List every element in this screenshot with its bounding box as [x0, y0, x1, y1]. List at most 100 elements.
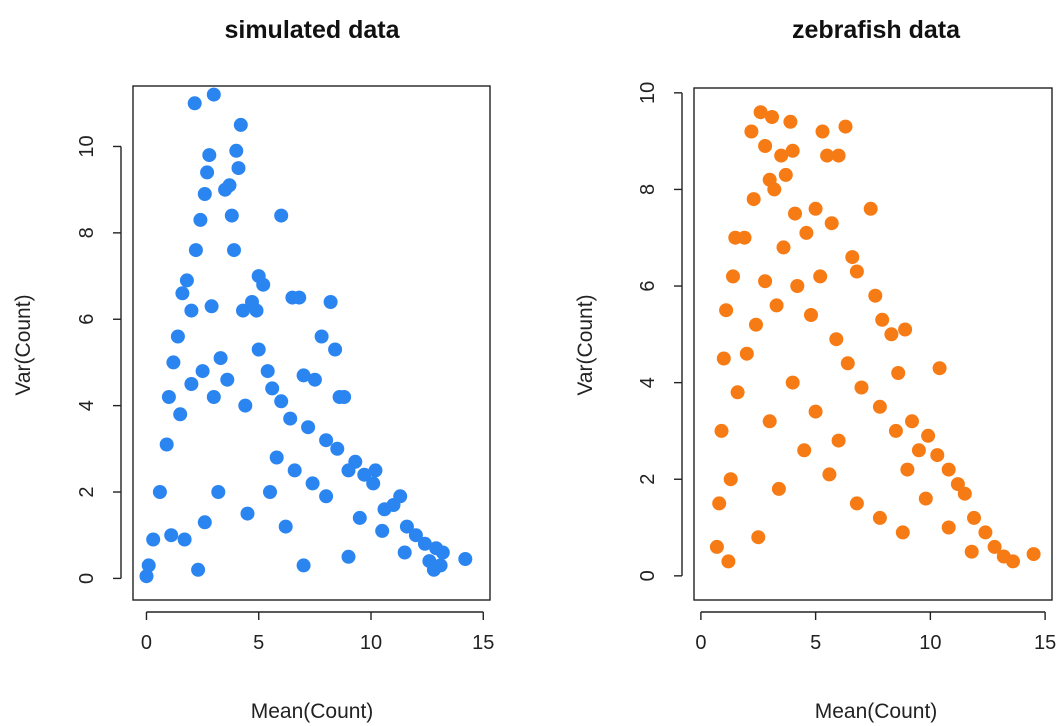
data-point [274, 394, 289, 409]
data-point [721, 554, 736, 569]
data-point [224, 208, 239, 223]
data-point [240, 506, 255, 521]
data-point [231, 161, 246, 176]
data-point [274, 208, 289, 223]
data-point [785, 143, 800, 158]
data-point [200, 165, 215, 180]
data-point [788, 206, 802, 221]
data-point [898, 322, 913, 337]
data-point [783, 114, 798, 129]
data-point [895, 525, 910, 540]
y-tick-label: 6 [76, 314, 98, 325]
data-point [305, 476, 320, 491]
data-point [1006, 554, 1020, 569]
data-point [712, 496, 727, 511]
data-point [868, 288, 883, 303]
data-point [737, 230, 752, 245]
y-tick-label: 2 [637, 474, 659, 485]
y-axis-label: Var(Count) [574, 294, 597, 395]
data-point [797, 443, 812, 458]
data-point [159, 437, 174, 452]
data-point [166, 355, 181, 370]
data-point [753, 105, 768, 120]
data-point [236, 303, 250, 318]
data-point [397, 545, 412, 560]
data-point [778, 167, 793, 182]
data-point [263, 485, 277, 499]
data-point [905, 414, 919, 429]
data-point [829, 332, 844, 347]
data-point [152, 485, 167, 499]
data-point [831, 148, 846, 163]
data-point [739, 346, 754, 361]
data-point [278, 519, 293, 534]
data-point [849, 264, 864, 279]
data-point [146, 532, 161, 547]
data-point [872, 399, 887, 414]
data-point [206, 390, 221, 404]
data-point [251, 342, 266, 357]
y-tick-label: 4 [76, 400, 98, 411]
y-tick-label: 0 [637, 570, 659, 581]
data-point [393, 489, 408, 504]
data-point [804, 308, 818, 322]
data-point [256, 277, 271, 292]
y-tick-label: 4 [637, 377, 659, 388]
chart-title: simulated data [224, 16, 400, 44]
data-point [840, 356, 855, 371]
data-point [368, 463, 383, 478]
data-point [173, 407, 188, 422]
data-point [744, 124, 759, 139]
data-point [726, 269, 740, 284]
data-point [884, 327, 899, 342]
data-point [417, 536, 432, 551]
data-point [776, 240, 791, 255]
data-point [854, 380, 869, 395]
data-point [260, 364, 275, 379]
data-point [845, 250, 860, 265]
data-point [813, 269, 828, 284]
data-point [957, 486, 972, 501]
data-point [838, 119, 853, 134]
data-point [921, 428, 936, 443]
plot-frame [693, 87, 1053, 601]
data-point [769, 298, 784, 313]
data-point [758, 139, 773, 153]
data-point [749, 317, 763, 332]
y-tick-label: 2 [76, 486, 98, 497]
data-point [177, 532, 192, 547]
data-point [426, 562, 441, 577]
data-point [808, 201, 823, 216]
data-point [1026, 547, 1041, 562]
data-point [771, 481, 786, 496]
data-point [987, 539, 1002, 554]
x-axis-label: Mean(Count) [815, 700, 938, 723]
data-point [774, 148, 789, 163]
data-point [139, 569, 154, 584]
data-point [709, 539, 724, 554]
data-point [375, 523, 390, 538]
data-point [197, 187, 212, 201]
y-tick-label: 6 [637, 280, 659, 291]
data-point [808, 404, 823, 419]
data-point [175, 286, 190, 301]
data-point [195, 364, 210, 379]
data-point [366, 476, 381, 491]
data-point [287, 463, 302, 478]
x-tick-label: 10 [360, 632, 382, 654]
data-point [341, 549, 356, 564]
data-point [716, 351, 731, 366]
data-point [330, 441, 345, 456]
data-point [941, 462, 956, 477]
data-point [337, 390, 352, 404]
data-point [319, 489, 334, 504]
data-point [932, 361, 947, 376]
data-point [184, 303, 199, 318]
data-point [141, 558, 156, 573]
data-point [790, 279, 805, 293]
data-point [875, 312, 890, 327]
data-point [314, 329, 329, 344]
data-points [139, 87, 473, 584]
data-point [967, 510, 981, 525]
data-point [204, 299, 219, 314]
